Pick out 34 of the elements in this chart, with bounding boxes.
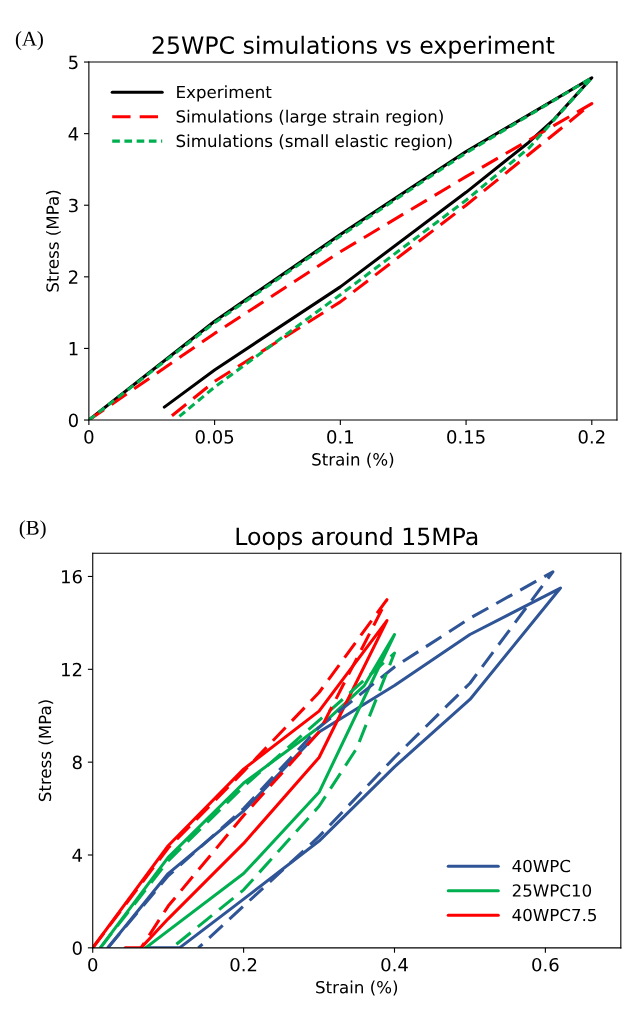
x-tick-label: 0.15 <box>447 430 485 444</box>
legend-label: 25WPC10 <box>512 884 592 897</box>
chart-title: Loops around 15MPa <box>236 526 478 550</box>
text: (B) <box>19 520 46 540</box>
x-tick-label: 0.6 <box>532 957 559 972</box>
y-tick-label: 16 <box>62 569 82 584</box>
y-tick-label: 12 <box>62 662 82 677</box>
x-tick-label: 0.05 <box>195 430 234 444</box>
legend-label: 40WPC <box>512 859 571 873</box>
y-tick-label: 5 <box>69 55 78 70</box>
y-tick-label: 0 <box>68 413 78 428</box>
y-tick-label: 2 <box>68 270 78 284</box>
y-tick-label: 8 <box>72 755 82 770</box>
y-axis-title: Stress (MPa) <box>38 700 54 802</box>
x-tick-label: 0 <box>88 957 98 972</box>
x-tick-label: 0 <box>84 430 94 444</box>
y-tick-label: 4 <box>72 848 82 862</box>
x-tick-label: 0.1 <box>327 430 354 444</box>
x-axis-title: Strain (%) <box>312 452 394 468</box>
y-tick-label: 1 <box>69 342 78 356</box>
legend-label: Simulations (small elastic region) <box>176 134 452 151</box>
x-tick-label: 0.4 <box>381 957 408 972</box>
text: (A) <box>15 31 43 50</box>
y-tick-label: 0 <box>72 941 82 955</box>
x-tick-label: 0.2 <box>230 957 257 972</box>
y-tick-label: 4 <box>68 127 79 141</box>
legend-label: 40WPC7.5 <box>512 908 597 922</box>
legend-label: Simulations (large strain region) <box>176 109 443 126</box>
x-axis-title: Strain (%) <box>316 980 398 996</box>
chart-title: 25WPC simulations vs experiment <box>152 35 555 59</box>
y-axis-title: Stress (MPa) <box>45 190 61 292</box>
y-tick-label: 3 <box>69 198 78 213</box>
legend-label: Experiment <box>177 85 272 102</box>
x-tick-label: 0.2 <box>578 430 605 444</box>
